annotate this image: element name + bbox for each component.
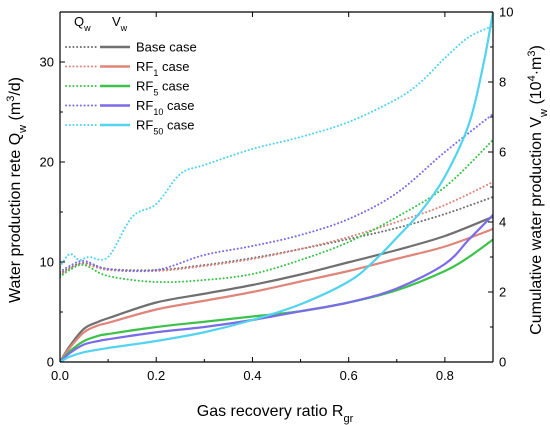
series-line-right-vw-4 (60, 12, 493, 362)
axes (59, 11, 494, 363)
y-left-tick-label: 30 (40, 55, 54, 70)
x-tick-label: 0.6 (340, 368, 358, 383)
legend-header-q: Qw (74, 14, 91, 33)
x-tick-label: 0.4 (243, 368, 261, 383)
legend-label: RF5 case (136, 79, 189, 98)
y-left-tick-label: 10 (40, 255, 54, 270)
legend-label: Base case (136, 40, 197, 55)
y-right-tick-label: 6 (499, 145, 506, 160)
x-tick-label: 0.0 (51, 368, 69, 383)
legend-label: RF50 case (136, 118, 194, 137)
series-line-left-qw-2 (60, 139, 493, 284)
x-axis-title: Gas recovery ratio Rgr (197, 403, 354, 425)
series-line-left-qw-1 (60, 181, 493, 277)
x-tick-label: 0.2 (147, 368, 165, 383)
x-tick-label: 0.8 (436, 368, 454, 383)
y-axis-right-title: Cumulative water production Vw (104·m3) (526, 45, 550, 335)
legend-entry: RF1 case (65, 59, 189, 78)
y-right-tick-label: 0 (499, 355, 506, 370)
y-left-tick-label: 20 (40, 155, 54, 170)
legend-label: RF1 case (136, 59, 189, 78)
y-axis-left-title: Water production rete Qw (m3/d) (5, 77, 29, 303)
legend-header-v: Vw (112, 14, 128, 33)
y-right-tick-label: 10 (499, 5, 513, 20)
series-line-right-vw-2 (60, 238, 493, 362)
series-line-right-vw-1 (60, 227, 493, 362)
legend-label: RF10 case (136, 98, 194, 117)
legend-entry: RF50 case (65, 118, 194, 137)
y-right-tick-label: 8 (499, 75, 506, 90)
legend-entry: RF5 case (65, 79, 189, 98)
y-left-tick-label: 0 (47, 355, 54, 370)
y-right-tick-label: 4 (499, 215, 506, 230)
series-line-left-qw-4 (60, 25, 493, 268)
series-line-right-vw-0 (60, 215, 493, 362)
legend-entry: Base case (65, 40, 197, 55)
y-right-tick-label: 2 (499, 285, 506, 300)
series-line-left-qw-0 (60, 196, 493, 275)
series-line-left-qw-3 (60, 113, 493, 273)
legend-entry: RF10 case (65, 98, 194, 117)
series-line-right-vw-3 (60, 213, 493, 362)
ticks: 0.0 0.2 0.4 0.6 0.8 0 10 20 30 0 2 4 6 8 10 (40, 5, 514, 384)
series-layer (60, 12, 493, 362)
